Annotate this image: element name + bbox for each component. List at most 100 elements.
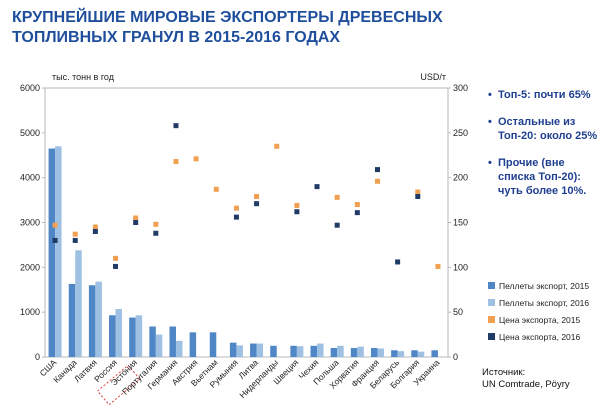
price-2015-point-7 xyxy=(173,159,179,165)
bar-2015-12 xyxy=(270,345,277,357)
price-2015-point-19 xyxy=(415,189,421,195)
bar-2015-1 xyxy=(48,148,56,357)
price-2016-point-3 xyxy=(92,228,98,234)
price-2016-point-15 xyxy=(334,222,340,228)
y-tick-label: 4000 xyxy=(20,173,40,183)
legend-label-bar-2016: Пеллеты экспорт, 2016 xyxy=(499,297,590,308)
bar-2015-18 xyxy=(391,350,398,357)
y-tick-label: 2000 xyxy=(20,262,40,272)
bar-2015-13 xyxy=(290,345,297,357)
price-2015-point-13 xyxy=(294,202,300,208)
chart-title-line-2: ТОПЛИВНЫХ ГРАНУЛ В 2015-2016 ГОДАХ xyxy=(12,29,341,46)
price-2015-point-4 xyxy=(113,255,119,261)
bar-2016-4 xyxy=(115,309,123,357)
y2-tick-label: 50 xyxy=(453,307,463,317)
bar-2016-7 xyxy=(175,340,183,357)
chart-title: КРУПНЕЙШИЕ МИРОВЫЕ ЭКСПОРТЕРЫ ДРЕВЕСНЫХ … xyxy=(12,8,512,48)
bar-2015-4 xyxy=(109,315,116,357)
price-2015-point-2 xyxy=(72,231,78,237)
price-2016-point-2 xyxy=(72,237,78,243)
bar-2016-6 xyxy=(155,334,163,357)
legend-label-price-2016: Цена экспорта, 2016 xyxy=(499,331,581,342)
bar-2016-1 xyxy=(55,146,62,357)
price-2016-point-1 xyxy=(52,237,58,243)
y-axis-title: тыс. тонн в год xyxy=(52,72,115,82)
y-tick-label: 0 xyxy=(35,352,40,362)
bar-2016-18 xyxy=(397,351,405,357)
bar-2015-17 xyxy=(370,348,378,357)
bar-2015-14 xyxy=(310,345,318,357)
source-note: Источник: UN Comtrade, Pöyry xyxy=(482,367,570,391)
chart-legend: Пеллеты экспорт, 2015 Пеллеты экспорт, 2… xyxy=(488,277,600,345)
bar-2015-20 xyxy=(431,350,438,357)
bar-2015-7 xyxy=(169,326,176,357)
price-2015-point-16 xyxy=(354,202,360,208)
bar-2016-15 xyxy=(337,345,344,357)
y2-tick-label: 100 xyxy=(453,262,468,272)
note-top20: Остальные из Топ-20: около 25% xyxy=(488,115,598,143)
y2-tick-label: 200 xyxy=(453,173,468,183)
legend-item-bar-2015: Пеллеты экспорт, 2015 xyxy=(488,277,600,294)
bar-2016-2 xyxy=(75,250,82,357)
price-2016-point-19 xyxy=(415,193,421,199)
legend-item-price-2015: Цена экспорта, 2015 xyxy=(488,311,600,328)
bar-2016-16 xyxy=(357,346,364,357)
price-2016-point-5 xyxy=(133,220,139,225)
bar-2016-11 xyxy=(256,343,264,357)
price-2016-point-18 xyxy=(395,259,401,265)
price-2015-point-10 xyxy=(233,205,239,211)
source-label: Источник: xyxy=(482,367,526,378)
price-2015-point-9 xyxy=(213,186,219,192)
price-2016-point-17 xyxy=(374,167,380,173)
price-2015-point-5 xyxy=(133,215,139,221)
notes-list: Топ-5: почти 65% Остальные из Топ-20: ок… xyxy=(488,88,598,211)
legend-swatch-bar-2015 xyxy=(488,282,495,289)
price-2016-point-10 xyxy=(233,214,239,220)
price-2015-point-17 xyxy=(374,178,380,184)
price-2016-point-16 xyxy=(354,210,360,216)
bar-2016-5 xyxy=(135,315,143,357)
y-tick-label: 6000 xyxy=(20,83,40,93)
price-2016-point-11 xyxy=(254,201,260,207)
price-2015-point-3 xyxy=(92,224,98,230)
legend-swatch-bar-2016 xyxy=(488,299,495,306)
y-tick-label: 5000 xyxy=(20,128,40,138)
bar-2015-19 xyxy=(411,350,418,357)
price-2016-point-13 xyxy=(294,209,300,215)
price-2016-point-14 xyxy=(314,184,320,190)
plot-frame xyxy=(44,87,449,358)
price-2015-point-6 xyxy=(153,221,159,227)
price-2016-point-7 xyxy=(173,123,179,129)
legend-item-bar-2016: Пеллеты экспорт, 2016 xyxy=(488,294,600,311)
bar-2015-10 xyxy=(229,342,237,357)
price-2015-point-20 xyxy=(435,263,441,269)
bar-2015-5 xyxy=(129,317,136,357)
bar-2016-13 xyxy=(296,346,304,357)
y-tick-label: 1000 xyxy=(20,307,40,317)
bar-2015-16 xyxy=(350,348,358,357)
y2-tick-label: 250 xyxy=(453,128,468,138)
y2-axis-title: USD/т xyxy=(420,72,446,82)
legend-swatch-price-2016 xyxy=(488,333,495,340)
note-top5: Топ-5: почти 65% xyxy=(488,88,598,102)
chart-title-line-1: КРУПНЕЙШИЕ МИРОВЫЕ ЭКСПОРТЕРЫ ДРЕВЕСНЫХ xyxy=(12,9,443,26)
y2-tick-label: 150 xyxy=(453,218,468,228)
legend-label-price-2015: Цена экспорта, 2015 xyxy=(499,314,581,325)
legend-swatch-price-2015 xyxy=(488,316,495,323)
bar-2015-15 xyxy=(330,348,338,357)
y2-tick-label: 0 xyxy=(453,352,458,362)
legend-item-price-2016: Цена экспорта, 2016 xyxy=(488,328,600,345)
bar-2015-9 xyxy=(209,332,217,357)
bar-2016-3 xyxy=(95,281,102,357)
bar-2016-10 xyxy=(236,345,243,357)
bar-2015-3 xyxy=(88,285,96,357)
legend-label-bar-2015: Пеллеты экспорт, 2015 xyxy=(499,280,590,291)
price-2015-point-12 xyxy=(274,143,280,149)
bar-2015-2 xyxy=(68,283,76,357)
bar-2016-19 xyxy=(417,351,425,357)
bar-2016-17 xyxy=(377,348,384,357)
price-2015-point-15 xyxy=(334,194,340,200)
bar-2015-8 xyxy=(189,332,197,357)
note-others: Прочие (вне списка Топ-20): чуть более 1… xyxy=(488,156,598,198)
